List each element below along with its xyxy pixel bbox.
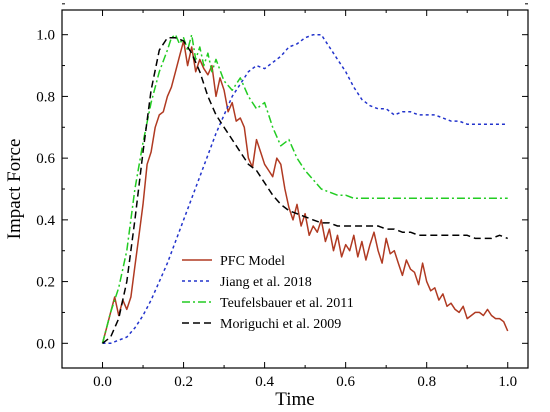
series-line-2: [102, 33, 508, 345]
y-tick-label: 0.0: [36, 336, 55, 352]
x-tick-label: 1.0: [498, 374, 517, 390]
y-tick-label: 0.4: [36, 213, 55, 229]
series-line-4: [102, 37, 508, 344]
series-line-1: [101, 40, 509, 344]
legend-label-2: Jiang et al. 2018: [220, 275, 312, 290]
x-tick-label: 0.4: [255, 374, 274, 390]
y-tick-label: 0.2: [36, 275, 55, 291]
x-axis-title: Time: [275, 389, 314, 410]
tick-labels: 0.0 0.2 0.4 0.6 0.8 1.0 0.0 0.2 0.4 0.6 0.8 1.0: [36, 28, 517, 390]
x-tick-label: 0.8: [417, 374, 436, 390]
y-axis-title: Impact Force: [4, 139, 25, 240]
y-tick-label: 0.6: [36, 151, 55, 167]
x-tick-label: 0.0: [93, 374, 112, 390]
plot-frame: [61, 9, 529, 369]
x-tick-label: 0.6: [336, 374, 355, 390]
legend-label-4: Moriguchi et al. 2009: [220, 317, 341, 332]
legend: PFC Model Jiang et al. 2018 Teufelsbauer e…: [182, 254, 354, 332]
legend-label-1: PFC Model: [220, 254, 285, 269]
y-tick-label: 0.8: [36, 89, 55, 105]
axis-ticks: [61, 3, 528, 368]
x-tick-label: 0.2: [174, 374, 193, 390]
legend-label-3: Teufelsbauer et al. 2011: [220, 296, 354, 311]
y-tick-label: 1.0: [36, 28, 55, 44]
plot-lines: [101, 33, 509, 345]
